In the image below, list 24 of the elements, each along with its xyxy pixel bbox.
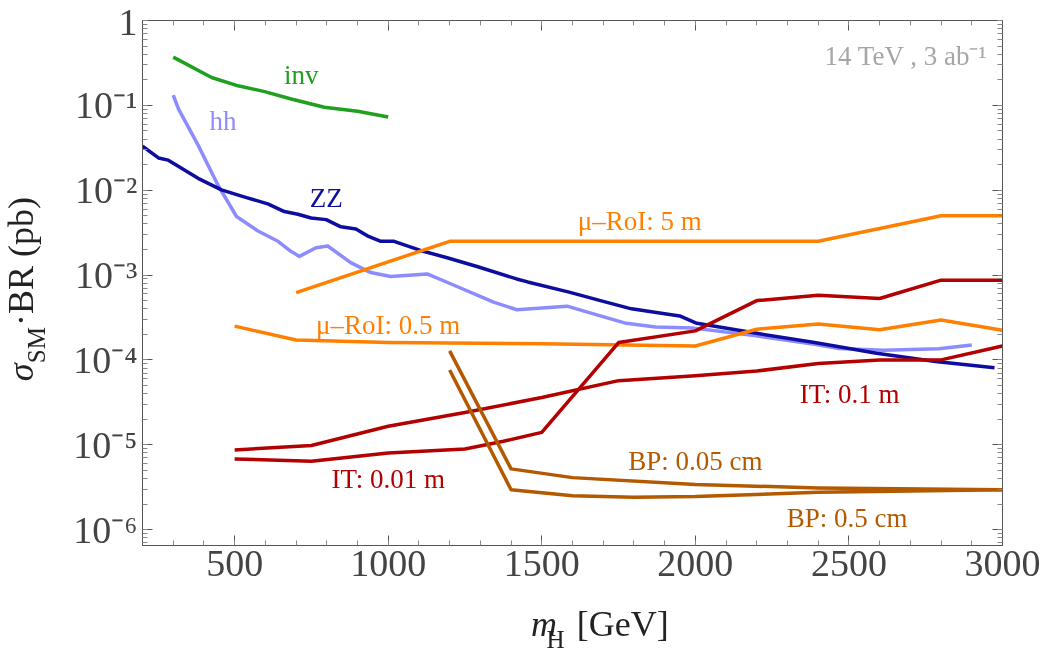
series-label: IT: 0.01 m — [331, 463, 445, 494]
y-tick-label: 10⁻² — [75, 169, 138, 212]
series-label: BP: 0.05 cm — [628, 445, 763, 476]
x-tick-label: 1000 — [350, 541, 427, 584]
y-tick-label: 10⁻⁴ — [73, 338, 138, 381]
y-tick-label: 10⁻⁶ — [73, 508, 138, 551]
series-label: ZZ — [309, 182, 343, 213]
y-tick-label: 10⁻⁵ — [73, 423, 138, 466]
annotation: 14 TeV , 3 ab⁻¹ — [824, 40, 987, 71]
series-label: IT: 0.1 m — [799, 378, 900, 409]
x-tick-label: 2000 — [657, 541, 734, 584]
x-tick-label: 500 — [206, 541, 264, 584]
series-label: BP: 0.5 cm — [786, 503, 908, 534]
series-label: hh — [209, 106, 238, 137]
y-tick-label: 1 — [118, 0, 138, 43]
x-tick-label: 1500 — [503, 541, 580, 584]
y-axis-title: σSM·BR (pb) — [0, 196, 50, 382]
series-label: μ–RoI: 5 m — [577, 206, 702, 237]
x-tick-label: 2500 — [810, 541, 887, 584]
x-tick-label: 3000 — [964, 541, 1041, 584]
y-tick-label: 10⁻¹ — [75, 84, 138, 127]
series-label: inv — [283, 59, 319, 90]
series-label: μ–RoI: 0.5 m — [316, 309, 461, 340]
y-tick-label: 10⁻³ — [75, 254, 138, 297]
